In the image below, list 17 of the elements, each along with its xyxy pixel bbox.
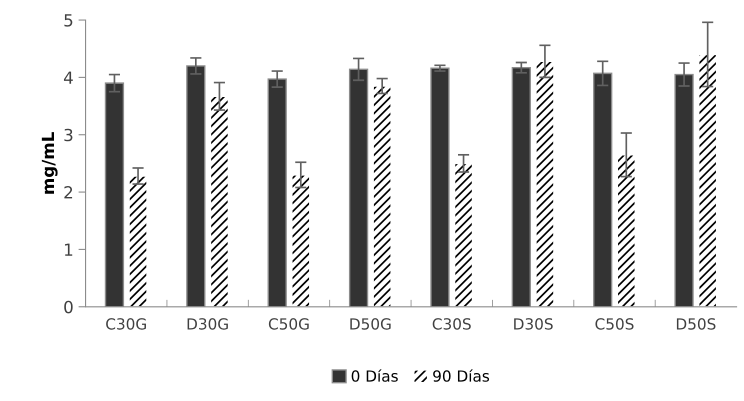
x-tick-label: D30G: [188, 318, 228, 330]
y-tick-label: 4: [64, 72, 73, 84]
y-tick-label: 5: [64, 14, 72, 27]
x-tick-label: D30S: [514, 318, 553, 330]
x-tick-label: D50G: [350, 318, 391, 330]
legend-label: 90 Días: [433, 369, 490, 382]
x-tick-label: C50S: [595, 318, 634, 330]
x-tick-label: C50G: [268, 318, 309, 330]
x-tick-label: C30S: [432, 318, 471, 330]
x-tick-label: C30G: [106, 318, 146, 330]
legend-label: 0 Días: [352, 369, 398, 382]
y-tick-label: 1: [64, 244, 72, 256]
y-axis-title: mg/mL: [42, 132, 58, 194]
y-tick-label: 2: [64, 186, 72, 198]
y-tick-label: 0: [64, 300, 73, 314]
y-tick-label: 3: [64, 128, 72, 142]
x-tick-label: D50S: [676, 318, 716, 330]
